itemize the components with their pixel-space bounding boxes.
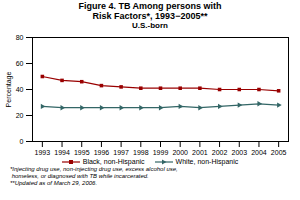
html-text:*Injecting drug use, non-injec: *Injecting drug use, non-injecting drug …	[10, 166, 178, 179]
svg-text:2000: 2000	[172, 149, 188, 156]
svg-text:1996: 1996	[94, 149, 110, 156]
svg-text:2004: 2004	[251, 149, 267, 156]
html-text:U.S.-born: U.S.-born	[132, 21, 168, 30]
svg-text:1999: 1999	[153, 149, 169, 156]
svg-text:0: 0	[20, 138, 24, 145]
svg-text:80: 80	[16, 34, 24, 41]
svg-text:20: 20	[16, 112, 24, 119]
svg-text:2005: 2005	[271, 149, 287, 156]
svg-text:2001: 2001	[192, 149, 208, 156]
svg-text:1993: 1993	[35, 149, 51, 156]
html-text:White, non-Hispanic: White, non-Hispanic	[175, 158, 239, 165]
svg-text:60: 60	[16, 60, 24, 67]
svg-text:40: 40	[16, 86, 24, 93]
svg-text:1998: 1998	[133, 149, 149, 156]
svg-text:2003: 2003	[231, 149, 247, 156]
html-text:Figure 4. TB Among persons wit: Figure 4. TB Among persons with Risk Fac…	[78, 1, 222, 21]
svg-text:1997: 1997	[113, 149, 129, 156]
svg-text:2002: 2002	[212, 149, 228, 156]
svg-text:Percentage: Percentage	[5, 71, 13, 107]
html-text:**Updated as of March 29, 2006: **Updated as of March 29, 2006.	[10, 180, 98, 186]
html-text:Black, non-Hispanic: Black, non-Hispanic	[82, 158, 145, 165]
svg-text:1994: 1994	[54, 149, 70, 156]
svg-text:1995: 1995	[74, 149, 90, 156]
